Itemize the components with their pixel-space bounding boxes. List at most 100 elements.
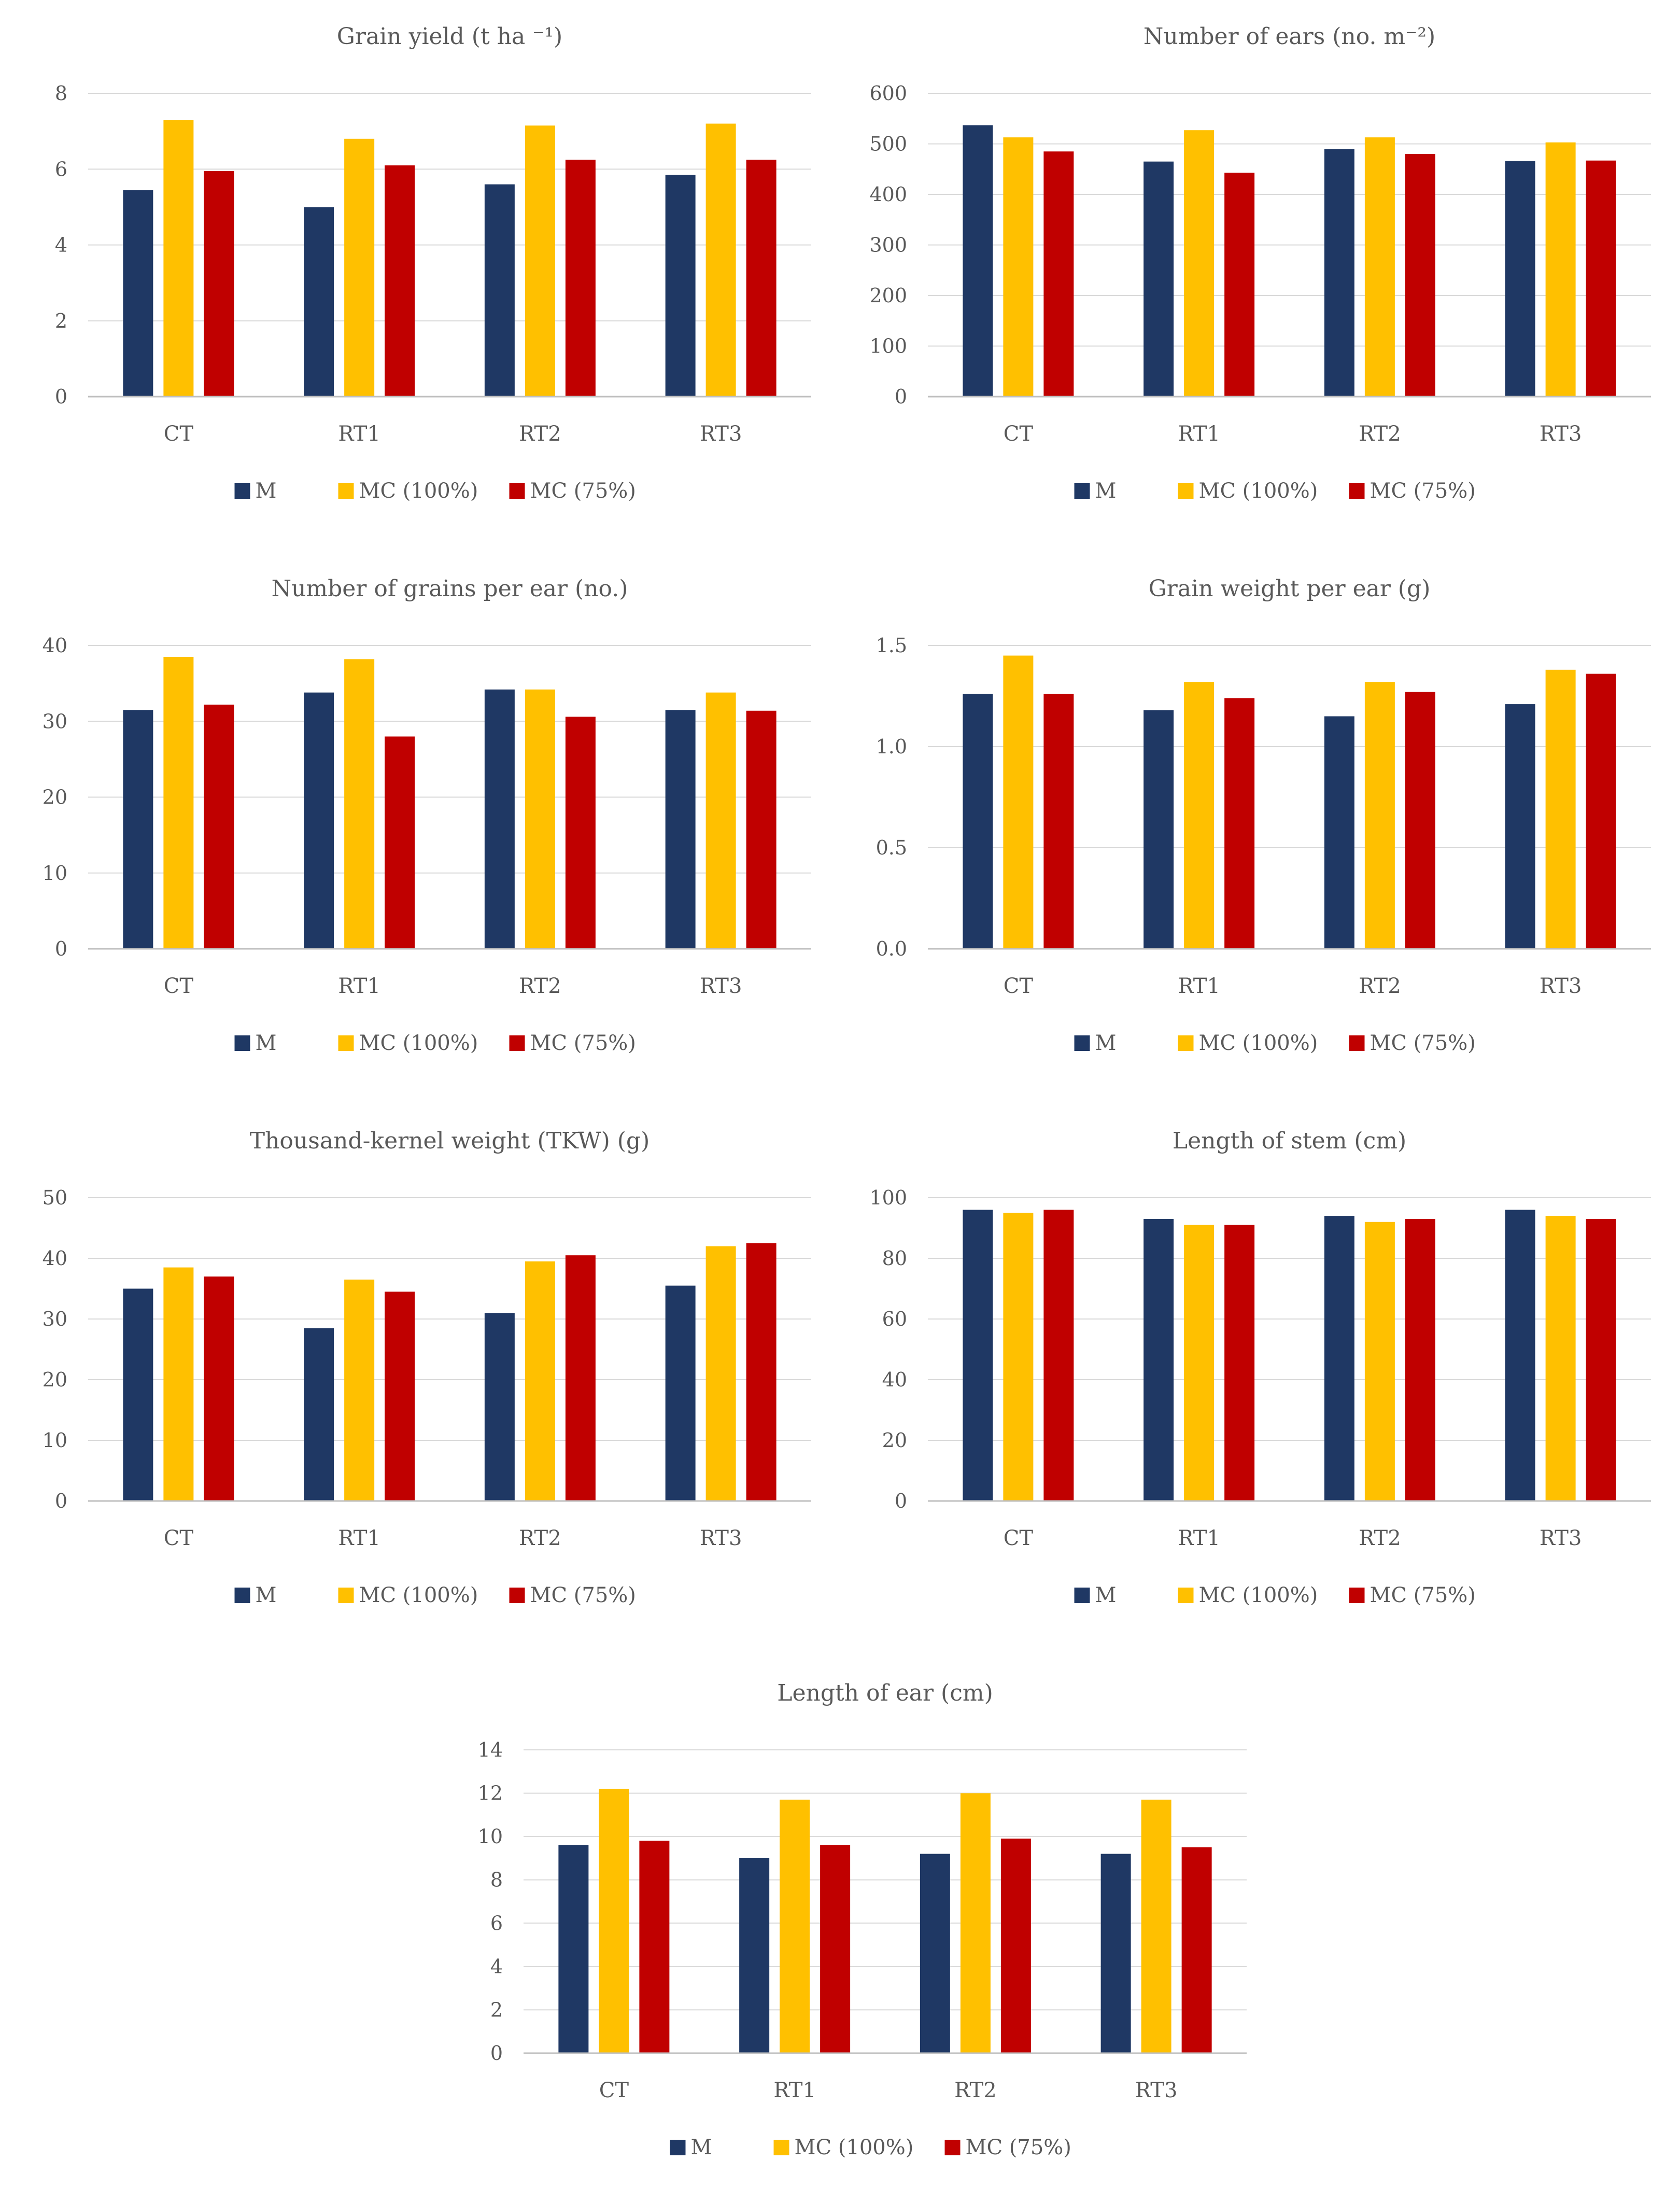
legend-swatch-mc-100 [1178,1035,1194,1051]
legend: M MC (100%) MC (75%) [1074,1031,1476,1055]
bar-m-rt1 [1143,710,1174,949]
bar-mc-100-rt3 [705,692,736,949]
chart-panel-4: Grain weight per ear (g) 0.0 0.5 1.0 1.5 CT RT… [850,563,1679,1091]
x-tick-label: CT [599,2079,629,2102]
bar-mc-75-rt1 [1224,173,1255,397]
bar-mc-100-rt1 [344,1279,375,1501]
bar-mc-75-rt2 [1405,1218,1435,1501]
legend-swatch-m [234,1035,250,1051]
legend-swatch-mc-75 [1349,483,1365,499]
y-tick-label: 0 [55,937,67,960]
bar-m-ct [558,1845,589,2053]
bar-mc-100-ct [1003,137,1034,397]
bar-mc-75-ct [639,1841,670,2053]
y-tick-label: 100 [869,1186,907,1209]
y-tick-label: 20 [43,1368,67,1391]
bar-mc-100-ct [1003,655,1034,949]
bar-mc-100-rt3 [1545,669,1576,949]
legend: M MC (100%) MC (75%) [1074,479,1476,503]
y-tick-label: 8 [55,82,67,105]
x-tick-label: RT2 [519,422,561,446]
legend-label-mc-100: MC (100%) [1199,479,1318,503]
y-tick-label: 10 [43,1429,67,1452]
y-tick-label: 40 [882,1368,907,1391]
legend-swatch-mc-75 [1349,1035,1365,1051]
x-tick-label: RT3 [1135,2079,1178,2102]
bar-m-rt3 [665,175,696,397]
legend-label-m: M [256,1031,277,1055]
y-tick-label: 1.5 [876,634,907,657]
bar-mc-75-ct [204,171,234,397]
chart-svg: Length of ear (cm) 0 2 4 6 8 10 12 14 CT RT1 RT2 RT3… [478,1680,1247,2159]
legend-label-mc-75: MC (75%) [966,2136,1071,2159]
y-tick-label: 0.5 [876,836,907,859]
y-tick-label: 2 [490,1998,503,2021]
bar-mc-75-rt3 [746,159,777,397]
legend-swatch-mc-100 [1178,483,1194,499]
bar-m-rt3 [1505,704,1535,949]
x-tick-label: CT [1004,974,1034,998]
y-tick-label: 4 [490,1955,503,1978]
legend: M MC (100%) MC (75%) [234,1031,636,1055]
legend-label-mc-75: MC (75%) [1370,1031,1476,1055]
legend-swatch-mc-75 [509,483,525,499]
legend-swatch-m [670,2140,686,2155]
bar-mc-75-rt3 [1181,1847,1212,2053]
bar-mc-75-rt2 [565,1255,596,1501]
bar-m-rt2 [484,689,515,949]
legend-label-mc-75: MC (75%) [530,1031,636,1055]
x-tick-label: RT1 [338,974,380,998]
y-tick-label: 0 [490,2042,503,2065]
y-tick-label: 0 [895,1490,907,1512]
bar-mc-100-rt2 [1364,1222,1395,1501]
chart-panel-6: Length of stem (cm) 0 20 40 60 80 100 CT RT1 RT2 R… [850,1115,1679,1644]
bar-mc-100-rt3 [1141,1800,1171,2053]
legend-label-mc-100: MC (100%) [359,1031,478,1055]
legend-swatch-mc-75 [944,2140,961,2155]
bar-mc-75-ct [1043,694,1074,949]
y-tick-label: 6 [490,1912,503,1934]
bar-mc-100-rt3 [705,1246,736,1501]
x-tick-label: RT3 [700,974,742,998]
legend-swatch-mc-100 [338,483,354,499]
legend-label-m: M [1095,1031,1117,1055]
legend-label-mc-75: MC (75%) [1370,479,1476,503]
x-tick-label: RT3 [1540,974,1582,998]
bar-mc-100-ct [163,1267,194,1501]
legend-label-mc-100: MC (100%) [1199,1583,1318,1607]
legend-label-m: M [1095,479,1117,503]
y-tick-label: 4 [55,234,67,257]
chart-title: Length of stem (cm) [1173,1128,1406,1154]
bar-mc-75-rt1 [385,165,415,397]
legend-label-mc-75: MC (75%) [1370,1583,1476,1607]
bar-mc-75-rt3 [1586,160,1616,397]
y-tick-label: 6 [55,158,67,180]
y-tick-label: 100 [869,335,907,358]
y-tick-label: 14 [478,1738,503,1761]
bar-m-rt3 [1505,1210,1535,1501]
x-tick-label: RT1 [338,1526,380,1550]
bar-mc-100-rt1 [1184,1225,1215,1501]
legend-swatch-m [234,1588,250,1603]
x-tick-label: CT [1004,1526,1034,1550]
x-tick-label: CT [164,1526,194,1550]
y-tick-label: 2 [55,310,67,332]
x-tick-label: RT2 [1359,422,1401,446]
chart-svg: Thousand-kernel weight (TKW) (g) 0 10 20 30 4… [43,1128,811,1607]
bar-m-rt1 [1143,1218,1174,1501]
y-tick-label: 8 [490,1869,503,1891]
y-tick-label: 40 [43,634,67,657]
chart-panel-5: Thousand-kernel weight (TKW) (g) 0 10 20 30 4… [10,1115,840,1644]
bar-m-rt1 [739,1858,770,2053]
x-tick-label: RT3 [1540,422,1582,446]
legend-swatch-m [1074,483,1090,499]
bar-mc-100-rt2 [525,125,555,397]
legend-label-mc-75: MC (75%) [530,479,636,503]
bar-mc-100-ct [599,1789,629,2053]
chart-svg: Number of grains per ear (no.) 0 10 20 30 40 C… [43,576,811,1055]
legend: M MC (100%) MC (75%) [234,479,636,503]
legend-label-mc-100: MC (100%) [359,479,478,503]
bar-mc-100-rt1 [1184,130,1215,397]
bar-mc-100-rt2 [525,689,555,949]
x-tick-label: RT1 [1178,1526,1220,1550]
